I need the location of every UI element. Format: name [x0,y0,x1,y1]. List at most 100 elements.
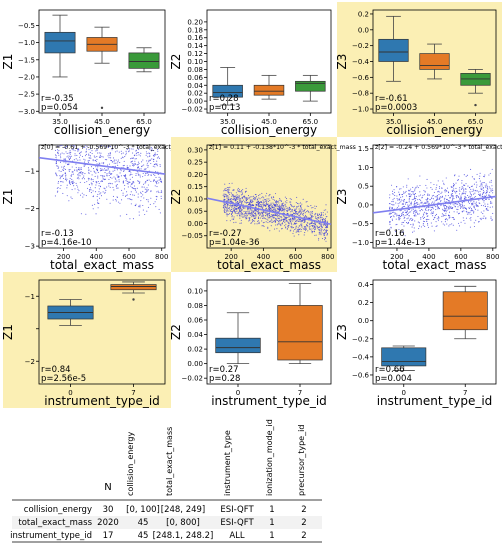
scatter-point [150,197,152,199]
scatter-point [117,164,119,166]
scatter-point [450,193,453,195]
scatter-point [489,191,491,193]
scatter-point [468,213,470,215]
scatter-point [144,213,146,216]
scatter-point [242,216,245,218]
scatter-point [136,171,138,173]
scatter-point [297,229,299,231]
scatter-point [57,167,59,170]
scatter-point [407,212,409,214]
scatter-point [390,226,392,228]
scatter-point [100,181,102,183]
scatter-point [475,186,478,188]
scatter-point [406,218,408,220]
scatter-point [94,187,96,189]
table-cell: [248.1, 248.2] [153,531,214,541]
scatter-point [311,225,314,228]
scatter-point [156,186,158,188]
scatter-point [150,174,152,176]
scatter-point [325,225,327,227]
scatter-point [463,210,465,212]
scatter-point [249,213,251,215]
scatter-point [80,213,82,215]
scatter-point [415,195,417,198]
scatter-point [245,212,247,215]
scatter-point [290,204,292,206]
scatter-point [472,210,474,212]
scatter-point [463,207,466,209]
box-35.0 [378,38,409,62]
scatter-point [131,199,133,201]
scatter-point [299,202,301,204]
scatter-point [267,227,269,229]
scatter-point [257,195,260,197]
scatter-point [85,213,87,215]
scatter-point [80,168,82,170]
scatter-point [84,159,86,161]
scatter-point [277,200,279,202]
scatter-point [251,196,253,198]
scatter-point [271,209,273,211]
scatter-point [391,193,393,195]
scatter-point [95,160,97,162]
scatter-point [156,183,158,185]
scatter-point [242,206,244,208]
scatter-point [228,205,230,207]
scatter-point [155,198,158,200]
scatter-point [442,180,444,182]
scatter-point [463,205,465,207]
scatter-point [95,150,97,152]
scatter-point [418,222,420,224]
scatter-point [312,207,314,209]
scatter-point [455,197,458,199]
scatter-point [445,213,447,215]
y-tick-label: −1.0 [18,39,35,47]
scatter-point [445,209,447,211]
scatter-point [449,196,451,199]
scatter-point [452,197,454,199]
scatter-point [415,186,417,188]
scatter-point [225,189,227,191]
scatter-point [448,225,450,227]
scatter-point [284,221,286,223]
scatter-point [239,222,241,224]
scatter-point [149,148,151,150]
scatter-point [487,209,489,211]
table-cell: ESI-QFT [220,518,254,528]
scatter-point [146,153,148,155]
scatter-point [452,217,454,219]
scatter-point [425,212,427,214]
scatter-point [471,203,473,205]
scatter-point [135,149,137,151]
table-cell: 2 [301,531,306,541]
scatter-point [427,210,429,212]
scatter-point [156,191,158,193]
outlier-point [474,103,477,107]
scatter-point [458,225,461,227]
scatter-point [295,201,297,204]
scatter-point [278,208,280,210]
scatter-point [403,201,405,203]
scatter-point [437,219,440,221]
scatter-point [486,186,488,188]
scatter-point [401,231,403,233]
scatter-point [114,151,117,153]
scatter-point [83,178,86,180]
x-tick-label: 0 [402,389,406,397]
scatter-point [87,161,89,163]
scatter-point [137,161,139,163]
scatter-point [238,213,240,215]
scatter-point [225,188,227,190]
scatter-point [418,195,420,197]
scatter-point [274,193,277,195]
panel-p6: −1.0−0.50.00.51.01.5Z3total_exact_mass20… [335,144,502,272]
scatter-point [124,184,126,186]
x-tick-label: 65.0 [303,118,319,126]
scatter-point [311,211,313,213]
scatter-point [323,229,325,231]
scatter-point [231,182,233,184]
scatter-point [145,154,147,156]
scatter-point [305,216,307,218]
axes-frame [38,279,166,385]
scatter-point [262,224,264,227]
